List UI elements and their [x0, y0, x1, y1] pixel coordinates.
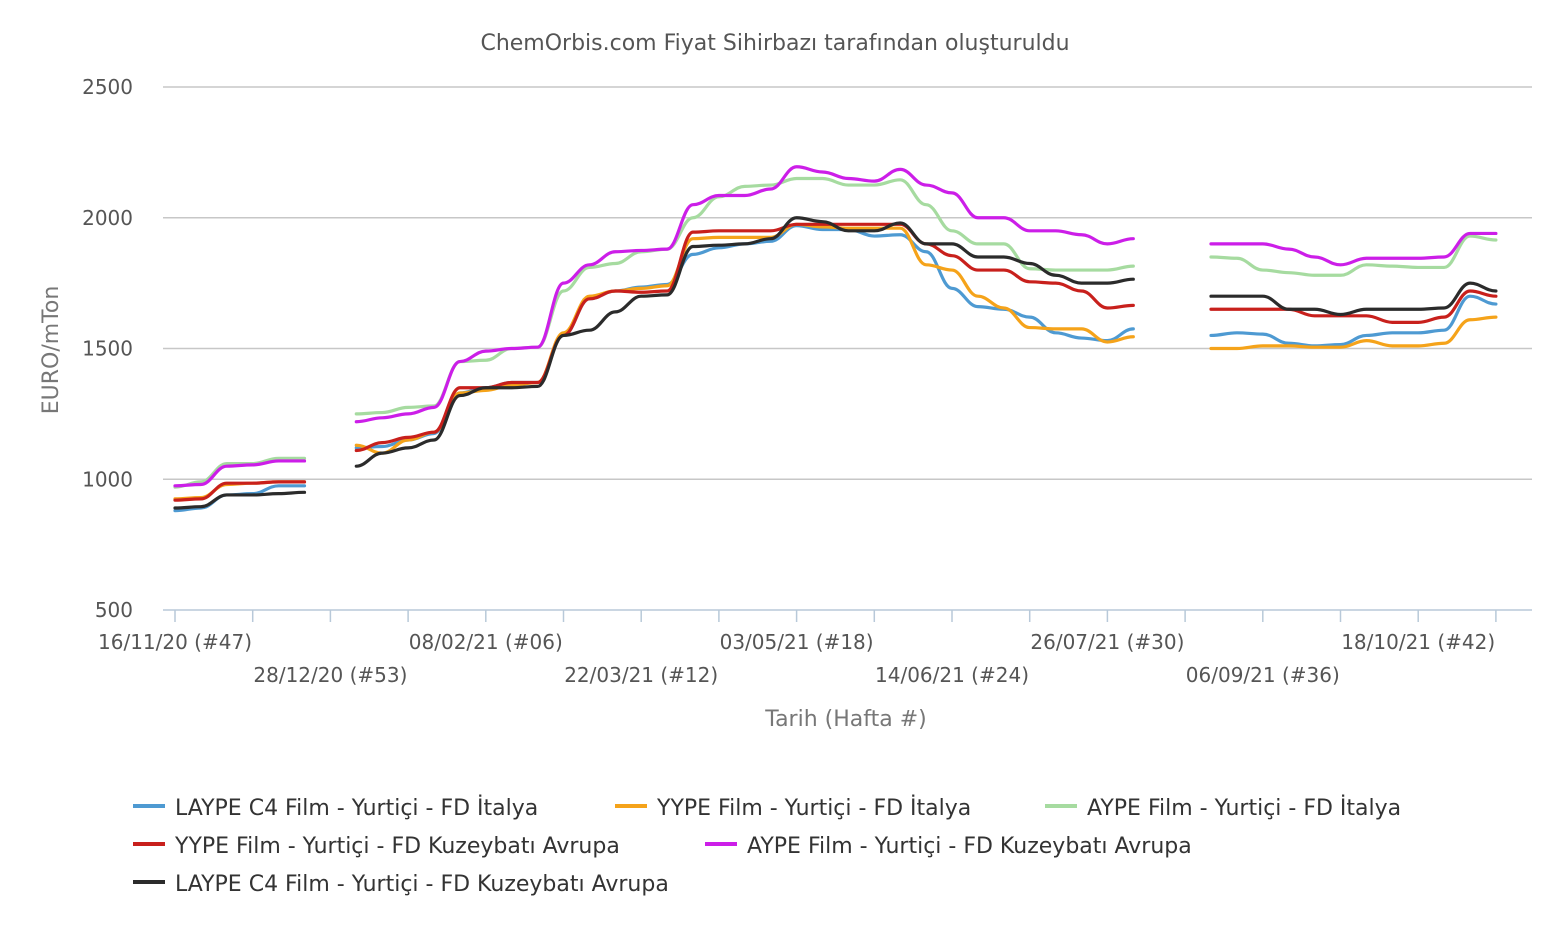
- series-line-4: [1209, 289, 1498, 324]
- x-tick-label: 14/06/21 (#24): [875, 663, 1029, 687]
- series-line-6: [354, 216, 1135, 468]
- legend-label: AYPE Film - Yurtiçi - FD İtalya: [1087, 795, 1401, 821]
- x-tick-label: 18/10/21 (#42): [1341, 630, 1495, 654]
- x-tick-label: 26/07/21 (#30): [1030, 630, 1184, 654]
- y-axis-label: EURO/mTon: [39, 286, 64, 415]
- series-line-5: [173, 459, 307, 488]
- series-line-3: [354, 176, 1135, 416]
- series-lines: [173, 165, 1498, 513]
- y-axis-ticks: 500 1000 1500 2000 2500: [82, 75, 133, 622]
- legend-label: YYPE Film - Yurtiçi - FD Kuzeybatı Avrup…: [174, 834, 620, 859]
- grid-lines: [163, 86, 1532, 480]
- legend: LAYPE C4 Film - Yurtiçi - FD İtalya YYPE …: [133, 795, 1401, 897]
- y-tick-label: 500: [95, 598, 133, 622]
- series-line-6: [173, 490, 307, 510]
- chart-title: ChemOrbis.com Fiyat Sihirbazı tarafından…: [480, 31, 1069, 56]
- y-tick-label: 1000: [82, 467, 133, 491]
- series-line-6: [1209, 281, 1498, 317]
- series-line-2: [1209, 315, 1498, 351]
- x-axis-label: Tarih (Hafta #): [764, 707, 926, 732]
- legend-label: YYPE Film - Yurtiçi - FD İtalya: [656, 795, 971, 821]
- x-axis: 16/11/20 (#47)28/12/20 (#53)08/02/21 (#0…: [98, 609, 1532, 687]
- x-tick-label: 08/02/21 (#06): [409, 630, 563, 654]
- series-line-5: [1209, 231, 1498, 267]
- series-line-3: [1209, 234, 1498, 277]
- y-tick-label: 1500: [82, 337, 133, 361]
- series-line-5: [354, 165, 1135, 424]
- y-tick-label: 2000: [82, 206, 133, 230]
- series-line-2: [354, 222, 1135, 455]
- x-tick-label: 28/12/20 (#53): [253, 663, 407, 687]
- legend-label: LAYPE C4 Film - Yurtiçi - FD Kuzeybatı A…: [175, 872, 669, 897]
- x-tick-label: 06/09/21 (#36): [1186, 663, 1340, 687]
- legend-label: LAYPE C4 Film - Yurtiçi - FD İtalya: [175, 795, 538, 821]
- legend-label: AYPE Film - Yurtiçi - FD Kuzeybatı Avrup…: [747, 834, 1192, 859]
- x-tick-label: 16/11/20 (#47): [98, 630, 252, 654]
- y-tick-label: 2500: [82, 75, 133, 99]
- series-line-3: [173, 456, 307, 489]
- x-tick-label: 03/05/21 (#18): [720, 630, 874, 654]
- x-tick-label: 22/03/21 (#12): [564, 663, 718, 687]
- series-line-4: [173, 480, 307, 502]
- series-line-1: [1209, 294, 1498, 348]
